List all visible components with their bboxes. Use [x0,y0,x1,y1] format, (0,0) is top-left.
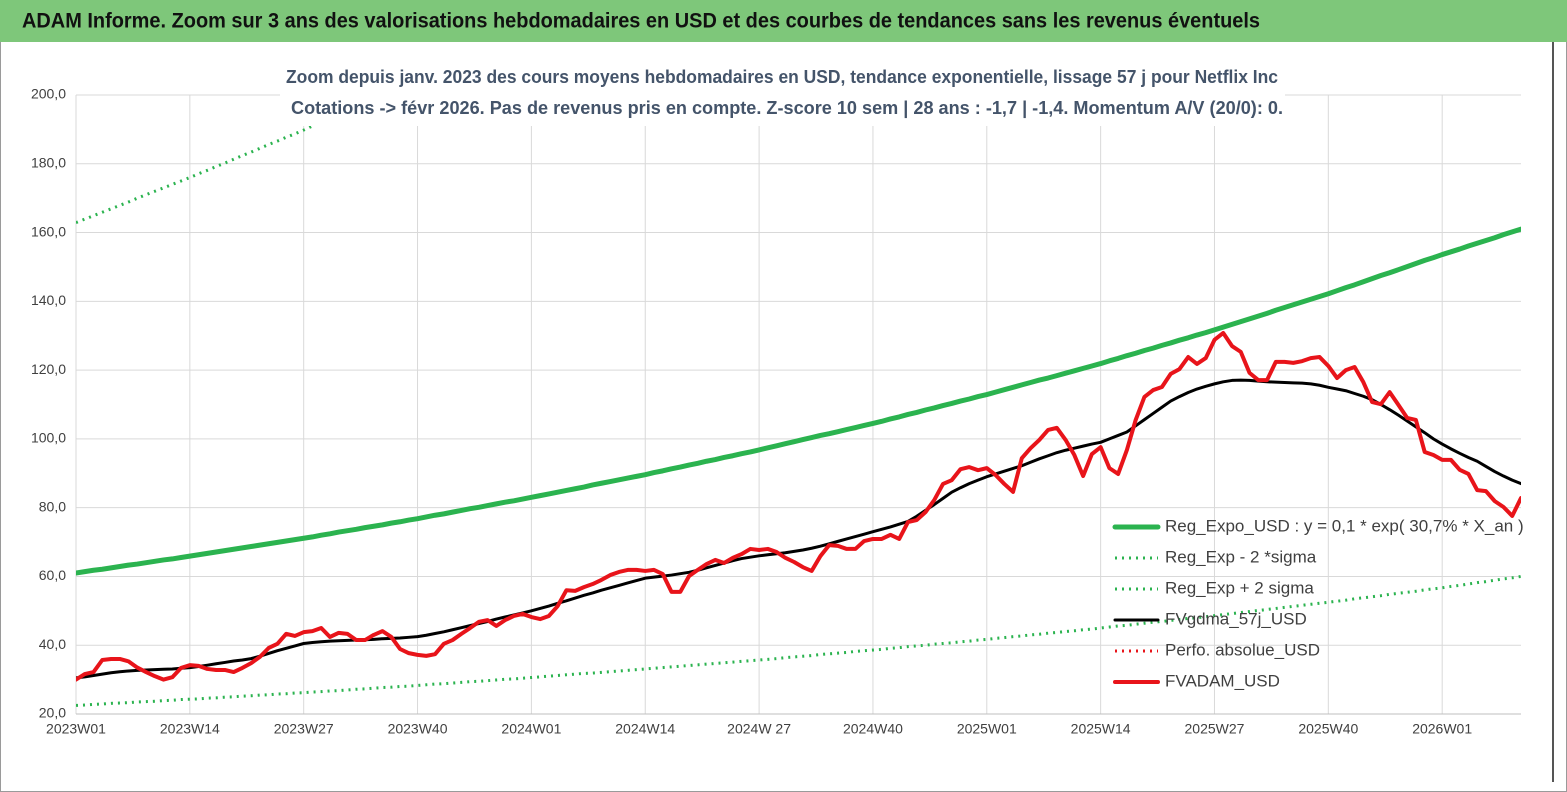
legend-label: FVADAM_USD [1165,671,1280,690]
x-tick-label: 2024W40 [843,721,903,737]
y-tick-label: 180,0 [31,154,66,170]
chart-title: ADAM Informe. Zoom sur 3 ans des valoris… [22,10,1260,33]
legend-label: Reg_Expo_USD : y = 0,1 * exp( 30,7% * X_… [1165,516,1524,535]
y-tick-label: 120,0 [31,361,66,377]
x-tick-label: 2025W14 [1071,721,1131,737]
x-tick-label: 2023W27 [274,721,334,737]
subtitle: Zoom depuis janv. 2023 des cours moyens … [286,67,1278,87]
x-tick-label: 2024W 27 [727,721,791,737]
x-tick-label: 2023W40 [388,721,448,737]
title-bar [0,0,1567,42]
y-tick-label: 200,0 [31,86,66,102]
x-tick-label: 2026W01 [1412,721,1472,737]
x-tick-label: 2023W14 [160,721,220,737]
x-tick-label: 2025W01 [957,721,1017,737]
y-tick-label: 80,0 [39,498,66,514]
legend-label: FVgdma_57j_USD [1165,609,1307,628]
series-line [76,226,1521,576]
series-line [76,378,1521,680]
legend: Reg_Expo_USD : y = 0,1 * exp( 30,7% * X_… [1112,516,1524,690]
y-tick-label: 160,0 [31,223,66,239]
y-tick-label: 40,0 [39,636,66,652]
x-tick-label: 2024W14 [615,721,675,737]
series-line [76,330,1521,682]
axes: 20,0 40,0 60,0 80,0 100,0 120,0 140,0 160,0 180,… [31,86,1521,737]
legend-label: Reg_Exp - 2 *sigma [1165,547,1317,566]
y-tick-label: 100,0 [31,430,66,446]
subtitle-box [280,62,1285,126]
x-tick-label: 2025W27 [1185,721,1245,737]
subtitle: Cotations -> févr 2026. Pas de revenus p… [291,98,1283,118]
x-tick-label: 2024W01 [501,721,561,737]
y-tick-label: 140,0 [31,292,66,308]
y-tick-label: 60,0 [39,567,66,583]
x-tick-label: 2025W40 [1298,721,1358,737]
y-tick-label: 20,0 [39,705,66,721]
legend-label: Reg_Exp + 2 sigma [1165,578,1314,597]
x-tick-label: 2023W01 [46,721,106,737]
legend-label: Perfo. absolue_USD [1165,640,1320,659]
